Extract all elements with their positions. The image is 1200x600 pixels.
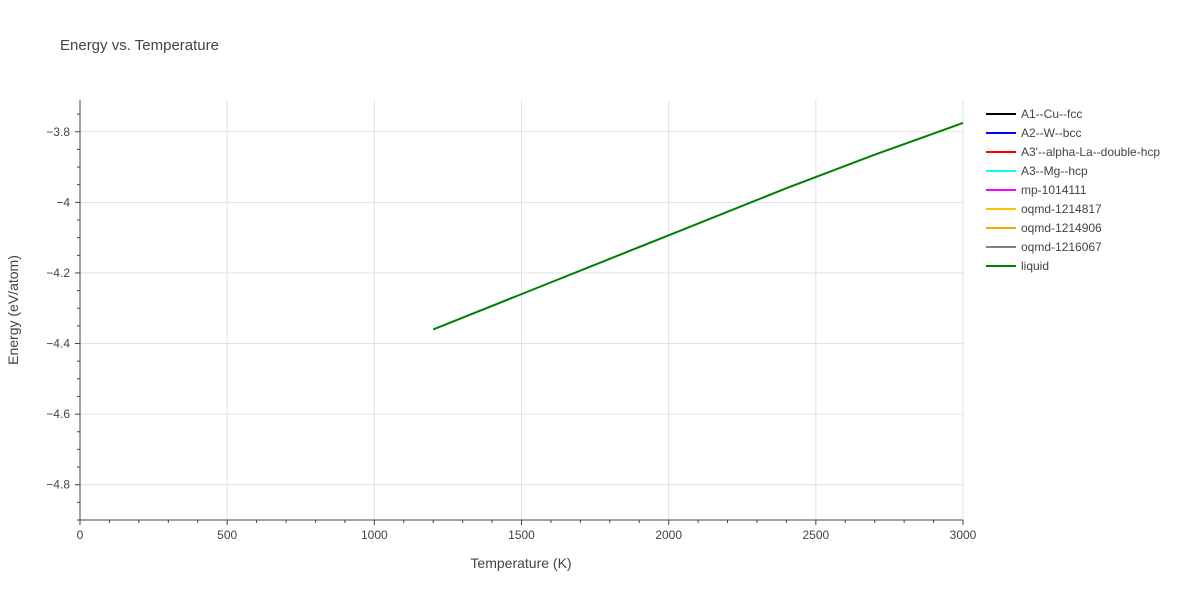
- x-tick-label: 2500: [802, 528, 829, 542]
- grid: [80, 100, 964, 520]
- y-axis-title: Energy (eV/atom): [5, 255, 21, 365]
- y-tick-label: −4.8: [46, 478, 70, 492]
- y-tick-label: −3.8: [46, 125, 70, 139]
- x-tick-label: 500: [217, 528, 237, 542]
- y-tick-label: −4.4: [46, 337, 70, 351]
- legend-item[interactable]: oqmd-1214906: [986, 221, 1102, 235]
- y-tick-label: −4: [56, 195, 70, 209]
- x-tick-label: 3000: [950, 528, 977, 542]
- x-tick-label: 2000: [655, 528, 682, 542]
- legend-item[interactable]: A3'--alpha-La--double-hcp: [986, 145, 1160, 159]
- legend-item[interactable]: mp-1014111: [986, 183, 1087, 197]
- legend: A1--Cu--fcc A2--W--bcc A3'--alpha-La--doub…: [986, 107, 1160, 273]
- chart-title: Energy vs. Temperature: [60, 37, 219, 54]
- series-line-liquid: [432, 122, 964, 331]
- x-axis-title: Temperature (K): [470, 555, 571, 571]
- y-tick-label: −4.6: [46, 407, 70, 421]
- legend-item[interactable]: oqmd-1216067: [986, 240, 1102, 254]
- legend-label: oqmd-1214906: [1021, 221, 1102, 235]
- legend-item[interactable]: oqmd-1214817: [986, 202, 1102, 216]
- legend-item[interactable]: A1--Cu--fcc: [986, 107, 1082, 121]
- x-tick-label: 1000: [361, 528, 388, 542]
- axes: 0 500 1000 1500 2000 2500 3000 −4.8 −4.6 −4.4 −4.2…: [46, 100, 977, 542]
- legend-item[interactable]: A2--W--bcc: [986, 126, 1081, 140]
- legend-label: A1--Cu--fcc: [1021, 107, 1082, 121]
- legend-label: A3'--alpha-La--double-hcp: [1021, 145, 1160, 159]
- legend-item[interactable]: A3--Mg--hcp: [986, 164, 1088, 178]
- legend-label: oqmd-1216067: [1021, 240, 1102, 254]
- legend-item[interactable]: liquid: [986, 259, 1049, 273]
- x-tick-label: 1500: [508, 528, 535, 542]
- y-tick-label: −4.2: [46, 266, 70, 280]
- plot-area: [432, 122, 964, 331]
- legend-label: oqmd-1214817: [1021, 202, 1102, 216]
- legend-label: liquid: [1021, 259, 1049, 273]
- x-tick-label: 0: [77, 528, 84, 542]
- legend-label: A2--W--bcc: [1021, 126, 1081, 140]
- legend-label: A3--Mg--hcp: [1021, 164, 1088, 178]
- legend-label: mp-1014111: [1021, 183, 1087, 197]
